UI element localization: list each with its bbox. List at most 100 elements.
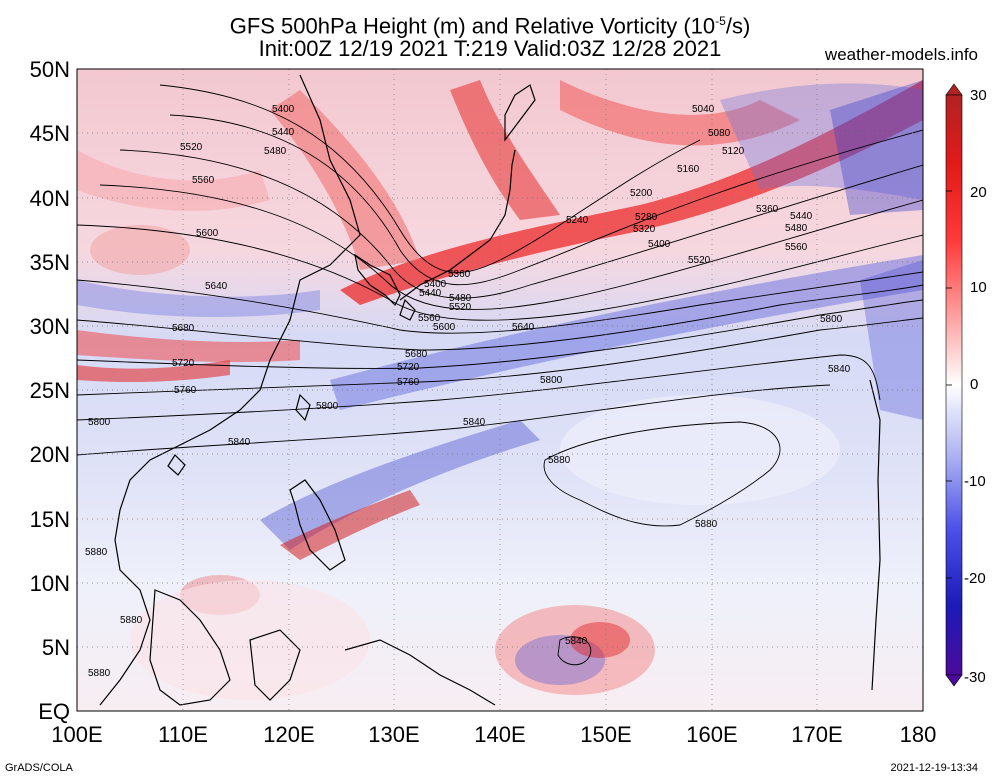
lon-label: 150E — [580, 722, 631, 747]
colorbar-tick: -10 — [964, 473, 986, 490]
contour-5800 — [77, 354, 881, 421]
svg-text:5720: 5720 — [397, 362, 420, 373]
lon-label: 170E — [791, 722, 842, 747]
contour-5640 — [77, 271, 923, 334]
longitude-labels: 100E 110E 120E 130E 140E 150E 160E 170E … — [51, 722, 936, 747]
software-credit: GrADS/COLA — [5, 762, 73, 774]
contour-5840 — [77, 384, 831, 456]
contour-5840-low — [557, 636, 592, 666]
lat-label: 20N — [30, 442, 70, 467]
svg-text:5800: 5800 — [88, 417, 111, 428]
map-title-line2: Init:00Z 12/19 2021 T:219 Valid:03Z 12/2… — [258, 36, 722, 61]
contour-label: 5120 — [722, 146, 745, 157]
hokkaido-coast — [504, 84, 536, 142]
svg-text:5480: 5480 — [785, 223, 808, 234]
contour-label: 5840 — [228, 437, 251, 448]
contour-5440 — [119, 149, 923, 299]
svg-text:5360: 5360 — [448, 269, 471, 280]
svg-text:5840: 5840 — [463, 417, 486, 428]
contour-label: 5760 — [174, 385, 197, 396]
contour-5760 — [77, 317, 923, 396]
svg-text:5640: 5640 — [512, 322, 535, 333]
lat-label: 35N — [30, 250, 70, 275]
lon-label: 140E — [474, 722, 525, 747]
contour-label: 5040 — [692, 104, 715, 115]
svg-text:5800: 5800 — [540, 375, 563, 386]
svg-text:5840: 5840 — [565, 636, 588, 647]
svg-text:5560: 5560 — [418, 313, 441, 324]
contour-label: 5560 — [192, 175, 215, 186]
lon-label: 180 — [900, 722, 937, 747]
map-title-line1: GFS 500hPa Height (m) and Relative Vorti… — [229, 13, 751, 39]
contour-labels: 5040 5080 5120 5160 5200 5240 5280 5320 … — [172, 104, 779, 466]
colorbar: 30 20 10 0 -10 -20 -30 — [945, 83, 987, 687]
hainan-coast — [167, 454, 186, 476]
lat-label: 30N — [30, 314, 70, 339]
contour-label: 5480 — [264, 146, 287, 157]
colorbar-tick: 20 — [970, 184, 987, 201]
contour-label: 5640 — [205, 281, 228, 292]
contour-5360 — [159, 84, 701, 273]
lat-label: 45N — [30, 121, 70, 146]
svg-text:5680: 5680 — [405, 349, 428, 360]
render-timestamp: 2021-12-19-13:34 — [890, 762, 978, 774]
svg-text:5880: 5880 — [120, 615, 143, 626]
lat-label: 10N — [30, 571, 70, 596]
contour-5480 — [99, 184, 923, 310]
lon-label: 100E — [51, 722, 102, 747]
coastlines — [99, 74, 881, 706]
svg-text:5880: 5880 — [695, 519, 718, 530]
lon-label: 160E — [686, 722, 737, 747]
colorbar-tick: 10 — [970, 279, 987, 296]
new-guinea-coast — [344, 639, 496, 706]
colorbar-min-arrow — [945, 674, 963, 687]
contour-label: 5320 — [633, 224, 656, 235]
mainland-coast — [99, 74, 361, 706]
lat-lon-grid — [77, 69, 923, 711]
contour-label: 5160 — [677, 164, 700, 175]
contour-5880 — [543, 421, 781, 527]
svg-text:5440: 5440 — [419, 288, 442, 299]
japan-honshu-coast — [399, 149, 516, 301]
lat-label: 40N — [30, 186, 70, 211]
contour-label: 5680 — [172, 323, 195, 334]
colorbar-max-arrow — [945, 83, 963, 96]
lat-label: 50N — [30, 57, 70, 82]
lon-label: 120E — [263, 722, 314, 747]
colorbar-ticks: 30 20 10 0 -10 -20 -30 — [964, 87, 987, 686]
lat-label: 25N — [30, 378, 70, 403]
latitude-labels: 50N 45N 40N 35N 30N 25N 20N 15N 10N 5N E… — [30, 57, 70, 724]
svg-text:5800: 5800 — [820, 314, 843, 325]
contour-label: 5240 — [566, 215, 589, 226]
contour-5560 — [77, 224, 923, 321]
svg-text:5840: 5840 — [828, 364, 851, 375]
contour-5680 — [77, 284, 923, 351]
sulawesi-coast — [249, 629, 301, 701]
svg-text:5400: 5400 — [648, 239, 671, 250]
contour-5720 — [77, 299, 923, 369]
svg-text:5440: 5440 — [790, 211, 813, 222]
contour-label: 5360 — [756, 204, 779, 215]
svg-text:5400: 5400 — [424, 279, 447, 290]
svg-text:5480: 5480 — [449, 293, 472, 304]
contour-label: 5080 — [708, 128, 731, 139]
svg-text:5520: 5520 — [688, 255, 711, 266]
contour-label: 5880 — [548, 455, 571, 466]
contour-label: 5520 — [180, 142, 203, 153]
svg-text:5520: 5520 — [449, 302, 472, 313]
svg-text:5600: 5600 — [433, 322, 456, 333]
plot-frame — [76, 68, 924, 712]
contour-label: 5600 — [196, 228, 219, 239]
borneo-coast — [149, 589, 231, 706]
colorbar-tick: -20 — [964, 570, 986, 587]
kyushu-coast — [399, 298, 416, 321]
lat-label: 5N — [42, 635, 70, 660]
svg-text:5880: 5880 — [85, 547, 108, 558]
credit-label: weather-models.info — [824, 45, 978, 64]
contour-label: 5800 — [316, 401, 339, 412]
lat-label: EQ — [38, 699, 70, 724]
contour-label: 5440 — [272, 127, 295, 138]
svg-text:5760: 5760 — [397, 377, 420, 388]
philippines-coast — [289, 479, 346, 571]
